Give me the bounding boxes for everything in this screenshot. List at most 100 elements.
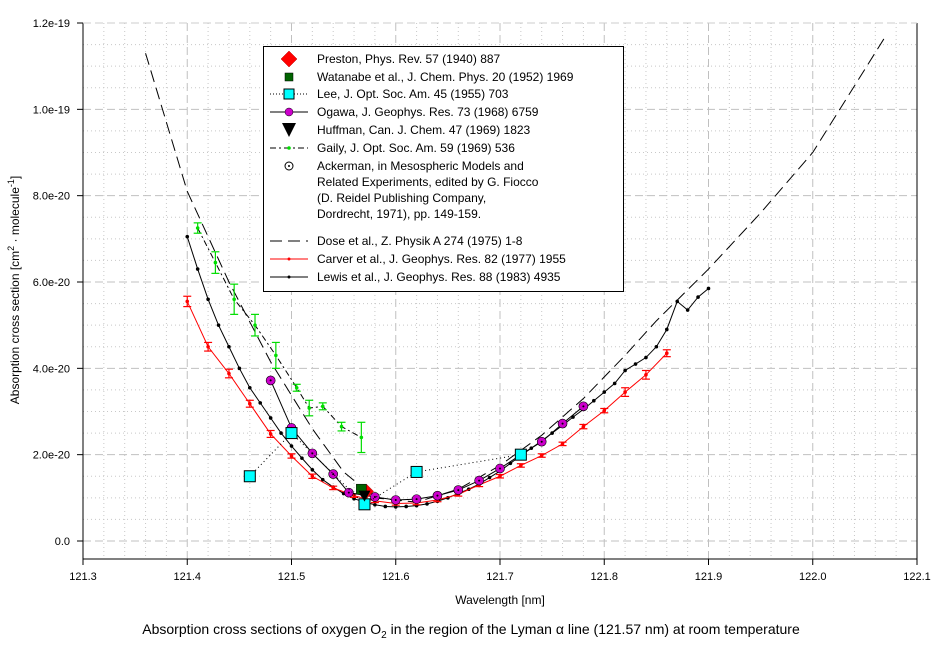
x-tick-label: 122.0 [799,571,827,583]
data-point-dot [498,474,502,479]
diamond-marker-icon [280,50,298,68]
series-line [197,227,362,438]
data-point-dot [623,390,627,394]
series-2 [243,427,527,511]
data-point-dot [253,323,257,327]
dashed-line-icon [270,240,308,242]
data-point-dot [696,295,700,299]
data-point-dot [644,373,648,377]
x-tick-label: 121.3 [69,571,97,583]
data-point-dot [602,390,607,394]
data-point-dot [216,323,221,327]
data-point-dot [307,406,312,410]
series-line [270,380,584,501]
triangle-down-marker-icon [282,123,296,137]
data-point-dot [274,353,278,358]
caption-greek: α [555,621,564,637]
data-point-square [243,470,256,483]
y-tick-label: 6.0e-20 [33,277,70,289]
data-point-dot [258,401,263,405]
data-point-dot [383,504,388,509]
x-tick-label: 121.8 [590,571,618,583]
data-point-center [436,494,439,497]
legend-item-carver: Carver et al., J. Geophys. Res. 82 (1977… [264,250,623,268]
legend-label: Watanabe et al., J. Chem. Phys. 20 (1952… [317,70,574,84]
data-point-center [540,440,543,443]
data-point-dot [560,442,565,446]
data-point-center [373,495,376,498]
data-point-dot [602,408,607,413]
data-point-dot [268,432,273,436]
data-point-dot [294,385,299,390]
x-tick-label: 121.9 [695,571,723,583]
caption-middle: in the region of the Lyman [386,621,556,637]
legend-label-line: (D. Reidel Publishing Company, [317,191,487,205]
data-point-square [285,427,298,440]
y-tick-label: 1.2e-19 [33,18,70,30]
data-point-center [499,467,501,470]
legend-label: Lewis et al., J. Geophys. Res. 88 (1983)… [317,270,561,284]
data-point-dot [685,308,690,312]
legend-item-watanabe: Watanabe et al., J. Chem. Phys. 20 (1952… [264,68,623,86]
legend-label: Lee, J. Opt. Soc. Am. 45 (1955) 703 [317,87,509,101]
legend-label-line: Dordrecht, 1971), pp. 149-159. [317,207,482,221]
data-point-dot [359,435,364,440]
legend-label: Dose et al., Z. Physik A 274 (1975) 1-8 [317,234,523,248]
x-ticks: 121.3 121.4 121.5 121.6 121.7 121.8 121.9 122.0… [69,559,931,583]
data-point-dot [665,351,669,356]
square-marker-icon [284,72,294,82]
data-point-dot [623,368,627,373]
data-point-dot [206,297,210,302]
data-point-dot [185,234,190,239]
data-point-dot [320,477,325,482]
data-point-dot [393,505,398,509]
series-3 [265,375,589,505]
data-point-dot [612,381,617,386]
series-layer [145,35,887,511]
data-point-square [514,448,527,461]
data-point-dot [310,474,315,479]
data-point-dot [237,366,242,371]
legend-item-ackerman: Ackerman, in Mesospheric Models and Rela… [264,157,623,229]
data-point-dot [227,344,231,349]
legend-item-dose: Dose et al., Z. Physik A 274 (1975) 1-8 [264,232,623,250]
data-point-center [269,379,272,382]
dotted-square-line-icon [270,88,308,100]
y-axis-title-sup1: 2 [6,246,16,251]
data-point-dot [706,286,711,291]
figure-caption: Absorption cross sections of oxygen O2 i… [0,621,942,641]
data-point-dot [425,502,429,506]
data-point-center [478,479,481,482]
data-point-dot [310,467,315,472]
x-tick-label: 121.5 [278,571,306,583]
legend-label: Preston, Phys. Rev. 57 (1940) 887 [317,52,501,66]
data-point-dot [289,444,294,448]
data-point-triangle [358,490,371,502]
data-point-center [561,422,564,425]
data-point-dot [213,260,218,265]
data-point-dot [539,453,544,458]
y-axis-title-suffix: ] [8,176,22,179]
y-axis-title-prefix: Absorption cross section [cm [8,251,22,404]
data-point-dot [227,371,231,376]
data-point-dot [487,475,492,480]
data-point-dot [665,327,669,332]
y-tick-label: 1.0e-19 [33,104,70,116]
circle-dot-marker-icon [284,161,294,171]
caption-prefix: Absorption cross sections of oxygen O [142,621,382,637]
legend-label-line: Related Experiments, edited by G. Fiocco [317,175,539,189]
y-ticks: 0.0 2.0e-20 4.0e-20 6.0e-20 8.0e-20 1.0e-19 1.… [33,18,83,548]
caption-subscript: 2 [381,629,387,641]
data-point-dot [339,424,344,429]
data-point-dot [320,404,325,409]
x-tick-label: 121.6 [382,571,410,583]
legend-label-multiline: Ackerman, in Mesospheric Models and Rela… [317,158,617,222]
legend-label-line: Ackerman, in Mesospheric Models and [317,159,524,173]
y-tick-label: 0.0 [55,536,70,548]
data-point-dot [654,344,659,349]
red-line-icon [270,257,308,261]
legend-item-preston: Preston, Phys. Rev. 57 (1940) 887 [264,50,623,68]
data-point-dot [373,502,377,507]
series-line [249,432,521,505]
x-axis-title: Wavelength [nm] [455,593,545,607]
